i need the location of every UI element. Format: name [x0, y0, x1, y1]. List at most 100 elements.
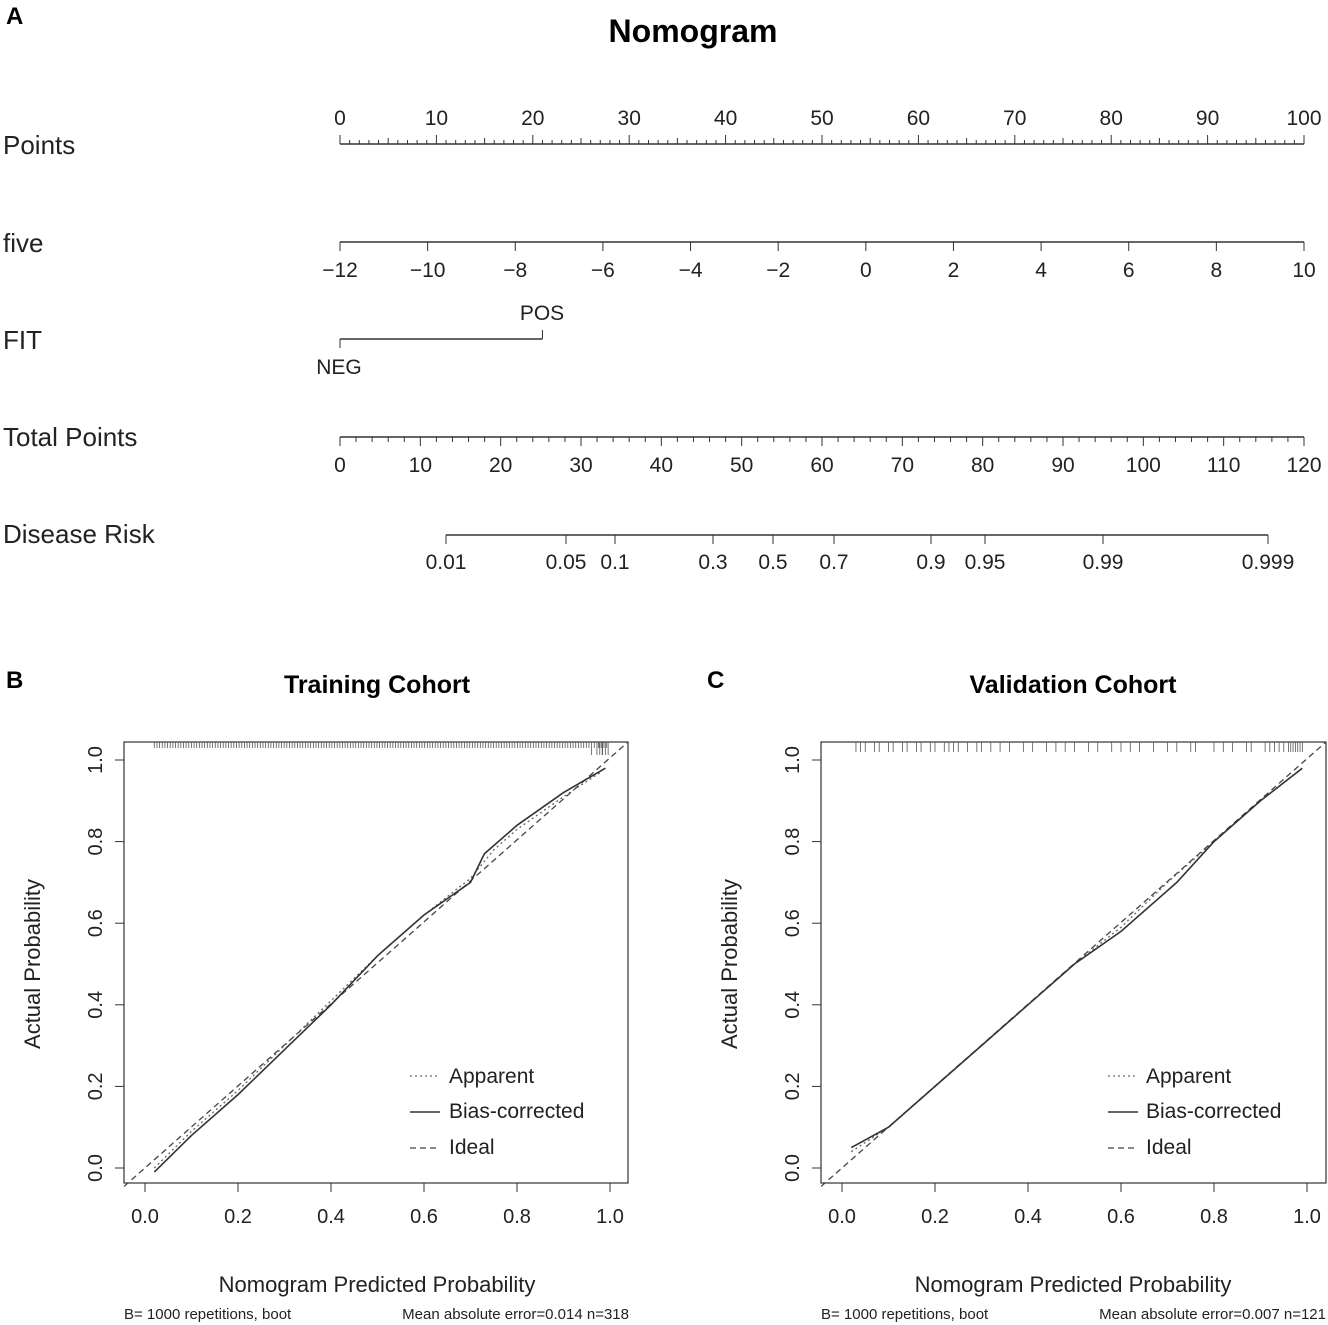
five-tick-label: −6 [591, 259, 615, 282]
points-tick-label: 20 [521, 107, 544, 130]
training-x-tick-label: 0.4 [317, 1206, 345, 1228]
calibration-validation: Validation Cohort Nomogram Predicted Pro… [717, 671, 1327, 1323]
disease-risk-tick-label: 0.5 [758, 551, 787, 574]
five-tick-label: 8 [1211, 259, 1223, 282]
total-points-tick-label: 40 [650, 454, 673, 477]
points-tick-label: 90 [1196, 107, 1219, 130]
five-tick-label: 0 [860, 259, 872, 282]
validation-legend-bias: Bias-corrected [1146, 1100, 1281, 1123]
total-points-tick-label: 70 [891, 454, 914, 477]
training-x-tick-label: 1.0 [596, 1206, 624, 1228]
points-tick-label: 100 [1286, 107, 1321, 130]
validation-y-tick-label: 0.4 [782, 991, 804, 1019]
five-tick-label: −4 [679, 259, 703, 282]
row-label-points: Points [3, 130, 75, 160]
training-y-tick-label: 0.4 [85, 991, 107, 1019]
fit-level-neg: NEG [316, 356, 362, 379]
five-tick-label: −2 [766, 259, 790, 282]
five-tick-label: 4 [1035, 259, 1047, 282]
total-points-tick-label: 30 [569, 454, 592, 477]
training-ylabel: Actual Probability [20, 879, 45, 1049]
validation-y-tick-label: 0.2 [782, 1072, 804, 1100]
training-legend-bias: Bias-corrected [449, 1100, 584, 1123]
training-title: Training Cohort [284, 671, 471, 699]
row-label-fit: FIT [3, 325, 42, 355]
disease-risk-tick-label: 0.95 [965, 551, 1006, 574]
validation-y-tick-label: 1.0 [782, 746, 804, 774]
five-tick-label: −8 [503, 259, 527, 282]
total-points-tick-label: 120 [1286, 454, 1321, 477]
points-tick-label: 70 [1003, 107, 1026, 130]
points-tick-label: 50 [810, 107, 833, 130]
training-x-tick-label: 0.8 [503, 1206, 531, 1228]
training-y-tick-label: 0.6 [85, 909, 107, 937]
five-tick-label: −12 [322, 259, 358, 282]
total-points-tick-label: 80 [971, 454, 994, 477]
training-y-tick-label: 0.8 [85, 828, 107, 856]
panel-letter-a: A [6, 3, 23, 30]
fit-level-pos: POS [520, 302, 564, 325]
total-points-tick-label: 90 [1051, 454, 1074, 477]
training-series-apparent [153, 771, 602, 1169]
training-footnote-left: B= 1000 repetitions, boot [124, 1306, 292, 1323]
row-label-five: five [3, 228, 43, 258]
training-y-tick-label: 0.2 [85, 1072, 107, 1100]
training-xlabel: Nomogram Predicted Probability [219, 1272, 536, 1297]
points-tick-label: 10 [425, 107, 448, 130]
validation-y-tick-label: 0.0 [782, 1154, 804, 1182]
disease-risk-tick-label: 0.05 [546, 551, 587, 574]
validation-y-tick-label: 0.6 [782, 909, 804, 937]
validation-footnote-left: B= 1000 repetitions, boot [821, 1306, 989, 1323]
total-points-tick-label: 0 [334, 454, 346, 477]
training-legend-ideal: Ideal [449, 1136, 495, 1159]
validation-x-tick-label: 0.0 [828, 1206, 856, 1228]
validation-x-tick-label: 1.0 [1293, 1206, 1321, 1228]
training-legend-apparent: Apparent [449, 1065, 534, 1088]
row-label-disease-risk: Disease Risk [3, 519, 156, 549]
five-tick-label: 10 [1292, 259, 1315, 282]
panel-letter-b: B [6, 667, 23, 694]
total-points-tick-label: 60 [810, 454, 833, 477]
validation-legend-apparent: Apparent [1146, 1065, 1231, 1088]
nomogram: Nomogram Points five FIT Total Points Di… [3, 13, 1322, 574]
disease-risk-tick-label: 0.01 [426, 551, 467, 574]
total-points-tick-label: 50 [730, 454, 753, 477]
disease-risk-tick-label: 0.3 [698, 551, 727, 574]
total-points-tick-label: 110 [1207, 454, 1240, 477]
five-tick-label: 6 [1123, 259, 1135, 282]
total-points-tick-label: 20 [489, 454, 512, 477]
training-x-tick-label: 0.6 [410, 1206, 438, 1228]
nomogram-title: Nomogram [609, 13, 778, 49]
training-series-ideal [123, 741, 629, 1187]
total-points-tick-label: 10 [409, 454, 432, 477]
calibration-training: Training Cohort Nomogram Predicted Proba… [20, 671, 629, 1323]
training-series-bias-corrected [153, 767, 606, 1173]
points-tick-label: 40 [714, 107, 737, 130]
validation-footnote-right: Mean absolute error=0.007 n=121 [1099, 1306, 1326, 1323]
validation-y-tick-label: 0.8 [782, 828, 804, 856]
validation-x-tick-label: 0.2 [921, 1206, 949, 1228]
disease-risk-tick-label: 0.9 [916, 551, 945, 574]
points-tick-label: 60 [907, 107, 930, 130]
points-tick-label: 0 [334, 107, 346, 130]
training-y-tick-label: 0.0 [85, 1154, 107, 1182]
validation-x-tick-label: 0.4 [1014, 1206, 1042, 1228]
validation-legend-ideal: Ideal [1146, 1136, 1192, 1159]
validation-title: Validation Cohort [970, 671, 1178, 699]
validation-ylabel: Actual Probability [717, 879, 742, 1049]
points-tick-label: 30 [618, 107, 641, 130]
training-x-tick-label: 0.0 [131, 1206, 159, 1228]
row-label-total-points: Total Points [3, 422, 137, 452]
total-points-tick-label: 100 [1126, 454, 1161, 477]
disease-risk-tick-label: 0.99 [1083, 551, 1124, 574]
disease-risk-tick-label: 0.999 [1242, 551, 1295, 574]
points-tick-label: 80 [1100, 107, 1123, 130]
validation-x-tick-label: 0.8 [1200, 1206, 1228, 1228]
five-tick-label: 2 [948, 259, 960, 282]
training-x-tick-label: 0.2 [224, 1206, 252, 1228]
validation-series-apparent [850, 767, 1303, 1153]
panel-letter-c: C [707, 667, 724, 694]
five-tick-label: −10 [410, 259, 446, 282]
disease-risk-tick-label: 0.7 [819, 551, 848, 574]
